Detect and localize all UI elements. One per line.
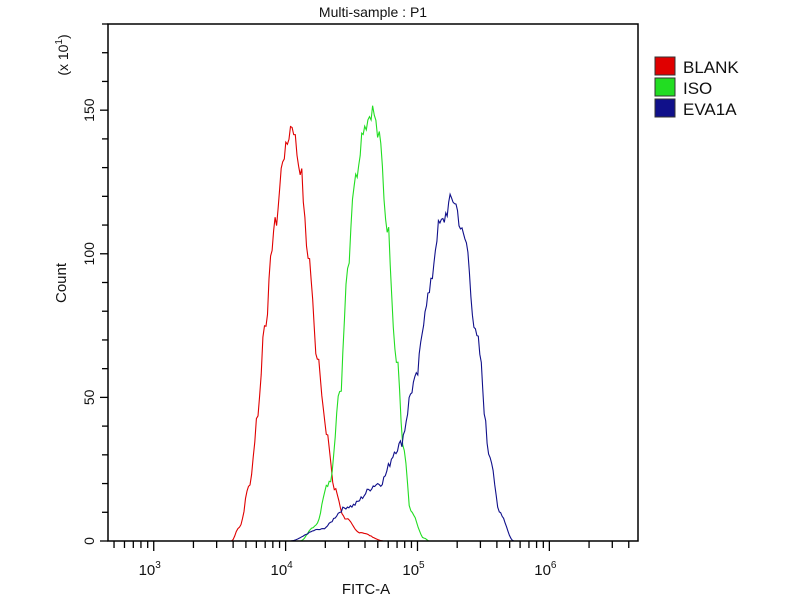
legend-label: BLANK [683,58,739,77]
x-tick-label: 106 [534,560,557,579]
series-line-eva1a [289,192,515,542]
plot-frame [107,23,639,542]
y-axis: 0 50 100 150 [81,23,108,545]
legend-swatch [654,56,676,76]
x-tick-label: 103 [139,560,162,579]
legend-swatch [654,77,676,97]
series-line-blank [231,125,385,542]
y-tick-label: 150 [81,98,97,122]
y-multiplier: (x 101) [54,34,71,75]
legend-swatch [654,98,676,118]
x-axis-label: FITC-A [342,581,390,598]
x-axis: 103 104 105 106 [113,541,630,579]
y-tick-label: 0 [81,537,97,545]
y-tick-label: 50 [81,389,97,405]
x-tick-label: 105 [402,560,425,579]
legend-label: EVA1A [683,100,737,119]
legend-label: ISO [683,79,712,98]
legend: BLANK ISO EVA1A [654,56,739,119]
plot-area [231,105,515,542]
chart-title: Multi-sample : P1 [319,4,427,20]
x-tick-label: 104 [270,560,293,579]
series-line-iso [300,105,430,542]
y-axis-label: Count [53,262,70,303]
y-tick-label: 100 [81,242,97,266]
